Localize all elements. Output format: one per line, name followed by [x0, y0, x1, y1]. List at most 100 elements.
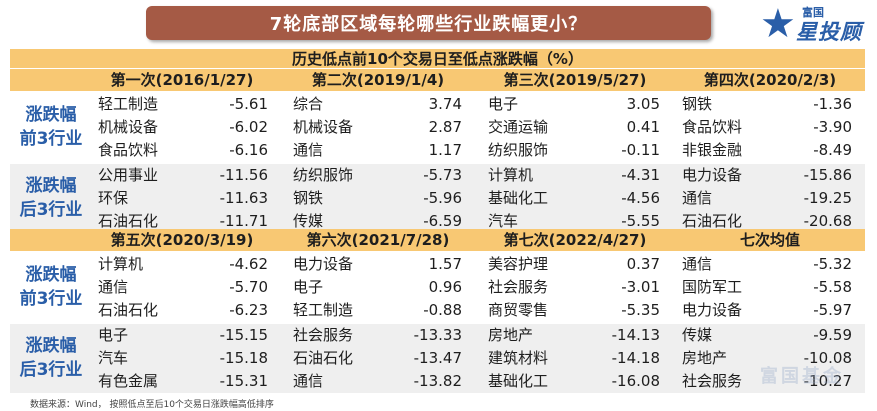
return-value: -15.18 — [219, 349, 268, 367]
industry-name: 国防军工 — [682, 278, 743, 296]
industry-name: 机械设备 — [293, 118, 354, 136]
round-label: 第一次(2016/1/27) — [110, 71, 254, 89]
return-value: -14.18 — [611, 349, 660, 367]
brand-logo: ★ 富国 星投顾 — [760, 2, 870, 46]
industry-name: 房地产 — [682, 349, 728, 367]
return-value: -0.11 — [621, 141, 660, 159]
industry-name: 传媒 — [293, 212, 324, 230]
row-label-line: 后3行业 — [19, 360, 83, 380]
row-label-line: 涨跌幅 — [25, 336, 77, 356]
return-value: -19.25 — [803, 189, 852, 207]
footnote: 数据来源：Wind， 按照低点至后10个交易日涨跌幅高低排序 — [30, 400, 274, 410]
industry-name: 轻工制造 — [293, 301, 354, 319]
star-icon: ★ — [760, 1, 796, 47]
industry-name: 通信 — [682, 255, 713, 273]
industry-name: 综合 — [293, 95, 324, 113]
return-value: 1.17 — [428, 141, 462, 159]
return-value: 0.96 — [428, 278, 462, 296]
watermark: 富国基金 — [760, 366, 844, 387]
return-value: -16.08 — [611, 372, 660, 390]
industry-name: 建筑材料 — [488, 349, 549, 367]
return-value: -11.56 — [219, 166, 268, 184]
industry-name: 汽车 — [98, 349, 129, 367]
return-value: -6.23 — [229, 301, 268, 319]
return-value: -4.62 — [229, 255, 268, 273]
industry-name: 社会服务 — [682, 372, 743, 390]
industry-name: 环保 — [98, 189, 129, 207]
return-value: -14.13 — [611, 326, 660, 344]
return-value: -10.27 — [803, 372, 852, 390]
industry-name: 纺织服饰 — [488, 141, 549, 159]
industry-name: 社会服务 — [293, 326, 354, 344]
industry-name: 电子 — [98, 326, 129, 344]
return-value: -15.15 — [219, 326, 268, 344]
return-value: -3.90 — [813, 118, 852, 136]
return-value: -3.01 — [621, 278, 660, 296]
return-value: -5.70 — [229, 278, 268, 296]
return-value: -4.31 — [621, 166, 660, 184]
return-value: 3.74 — [428, 95, 462, 113]
return-value: -13.82 — [413, 372, 462, 390]
round-label: 第三次(2019/5/27) — [503, 71, 647, 89]
logo-text-small: 富国 — [802, 6, 824, 19]
industry-name: 食品饮料 — [682, 118, 743, 136]
industry-name: 纺织服饰 — [293, 166, 354, 184]
return-value: -4.56 — [621, 189, 660, 207]
table-header: 历史低点前10个交易日至低点涨跌幅（%） — [10, 49, 865, 68]
industry-name: 商贸零售 — [488, 301, 549, 319]
return-value: -6.59 — [423, 212, 462, 230]
industry-name: 石油石化 — [98, 212, 159, 230]
industry-name: 钢铁 — [293, 189, 324, 207]
return-value: 1.57 — [428, 255, 462, 273]
industry-name: 钢铁 — [682, 95, 713, 113]
return-value: 0.41 — [626, 118, 660, 136]
round-label: 第二次(2019/1/4) — [311, 71, 445, 89]
round-label: 七次均值 — [739, 231, 800, 249]
return-value: -0.88 — [423, 301, 462, 319]
industry-name: 交通运输 — [488, 118, 549, 136]
return-value: -5.55 — [621, 212, 660, 230]
industry-name: 计算机 — [488, 166, 534, 184]
industry-name: 电子 — [488, 95, 519, 113]
return-value: -15.31 — [219, 372, 268, 390]
round-header-band — [10, 229, 865, 251]
industry-name: 汽车 — [488, 212, 519, 230]
return-value: -13.47 — [413, 349, 462, 367]
industry-name: 通信 — [293, 372, 324, 390]
row-label-line: 前3行业 — [19, 289, 83, 309]
return-value: -20.68 — [803, 212, 852, 230]
industry-name: 轻工制造 — [98, 95, 159, 113]
industry-name: 电力设备 — [682, 301, 743, 319]
industry-name: 有色金属 — [98, 372, 159, 390]
return-value: 2.87 — [428, 118, 462, 136]
industry-name: 电力设备 — [293, 255, 354, 273]
return-value: -5.96 — [423, 189, 462, 207]
industry-name: 美容护理 — [488, 255, 549, 273]
industry-name: 计算机 — [98, 255, 144, 273]
round-header-band — [10, 69, 865, 91]
logo-text-big: 星投顾 — [796, 20, 862, 44]
return-value: -5.61 — [229, 95, 268, 113]
return-value: 0.37 — [626, 255, 660, 273]
return-value: -15.86 — [803, 166, 852, 184]
return-value: -11.71 — [219, 212, 268, 230]
row-label-line: 涨跌幅 — [25, 176, 77, 196]
return-value: -1.36 — [813, 95, 852, 113]
row-group-top — [10, 253, 865, 322]
industry-name: 社会服务 — [488, 278, 549, 296]
industry-name: 基础化工 — [488, 189, 549, 207]
row-label-line: 涨跌幅 — [25, 105, 77, 125]
return-value: -5.32 — [813, 255, 852, 273]
return-value: -5.73 — [423, 166, 462, 184]
round-label: 第四次(2020/2/3) — [703, 71, 837, 89]
return-value: -8.49 — [813, 141, 852, 159]
row-group-bottom — [10, 324, 865, 393]
industry-name: 机械设备 — [98, 118, 159, 136]
return-value: -6.16 — [229, 141, 268, 159]
return-value: -9.59 — [813, 326, 852, 344]
industry-name: 食品饮料 — [98, 141, 159, 159]
industry-name: 石油石化 — [682, 212, 743, 230]
industry-name: 石油石化 — [293, 349, 354, 367]
return-value: -13.33 — [413, 326, 462, 344]
page-title: 7轮底部区域每轮哪些行业跌幅更小？ — [146, 6, 711, 40]
